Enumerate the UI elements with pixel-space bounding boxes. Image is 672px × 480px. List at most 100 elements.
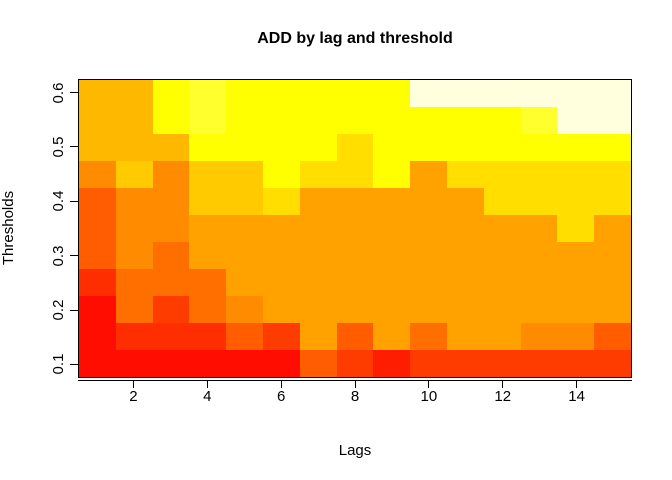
heatmap-cell [262, 242, 300, 269]
heatmap-cell [152, 107, 190, 134]
heatmap-cell [594, 242, 631, 269]
y-tick-label: 0.2 [50, 299, 67, 321]
y-tick-label: 0.6 [50, 82, 67, 104]
heatmap-cell [152, 215, 190, 242]
heatmap-cell [557, 161, 595, 188]
heatmap-cell [189, 134, 227, 161]
heatmap-cell [594, 323, 631, 350]
heatmap-cell [557, 215, 595, 242]
heatmap-cell [299, 350, 337, 377]
heatmap-cell [373, 269, 411, 296]
heatmap-cell [262, 107, 300, 134]
heatmap-cell [520, 80, 558, 107]
y-axis-title: Thresholds [0, 190, 17, 266]
heatmap-cell [152, 161, 190, 188]
heatmap-cell [262, 161, 300, 188]
heatmap-cell [79, 134, 116, 161]
heatmap-cell [410, 215, 447, 242]
heatmap-cell [336, 188, 374, 215]
heatmap-cell [520, 134, 558, 161]
heatmap-cell [226, 80, 263, 107]
heatmap-cell [483, 242, 521, 269]
heatmap-cell [79, 107, 116, 134]
heatmap-cell [373, 161, 411, 188]
heatmap-cell [189, 296, 227, 323]
heatmap-cell [410, 350, 447, 377]
heatmap-cell [152, 323, 190, 350]
heatmap-cell [446, 134, 484, 161]
heatmap-cell [299, 188, 337, 215]
heatmap-cell [299, 161, 337, 188]
heatmap-cell [446, 323, 484, 350]
plot-area [78, 79, 632, 378]
heatmap-cell [594, 107, 631, 134]
heatmap-cell [557, 296, 595, 323]
heatmap-cell [189, 161, 227, 188]
heatmap-cell [336, 215, 374, 242]
y-tick-label: 0.5 [50, 136, 67, 158]
heatmap-cell [115, 161, 153, 188]
heatmap-cell [410, 161, 447, 188]
heatmap-cell [594, 215, 631, 242]
heatmap-cell [79, 188, 116, 215]
heatmap-cell [446, 107, 484, 134]
y-tick-label: 0.1 [50, 353, 67, 375]
heatmap-cell [226, 188, 263, 215]
heatmap-cell [299, 296, 337, 323]
heatmap-cell [483, 188, 521, 215]
heatmap-cell [410, 80, 447, 107]
heatmap-cell [483, 269, 521, 296]
heatmap-cell [557, 269, 595, 296]
heatmap-cell [336, 107, 374, 134]
x-tick-mark [576, 381, 578, 388]
heatmap-cell [594, 296, 631, 323]
heatmap-cell [189, 350, 227, 377]
heatmap-cell [189, 188, 227, 215]
heatmap-cell [336, 134, 374, 161]
y-tick-mark [70, 309, 78, 311]
x-tick-label: 8 [350, 388, 360, 405]
heatmap-cell [226, 215, 263, 242]
heatmap-cell [152, 296, 190, 323]
y-tick-mark [70, 146, 78, 148]
heatmap-cell [373, 350, 411, 377]
heatmap-cell [262, 134, 300, 161]
y-tick-label: 0.3 [50, 245, 67, 267]
heatmap-cell [299, 80, 337, 107]
heatmap-cell [115, 269, 153, 296]
x-tick-mark [354, 381, 356, 388]
y-tick-mark [70, 255, 78, 257]
x-tick-mark [280, 381, 282, 388]
x-tick-label: 10 [420, 388, 438, 405]
heatmap-cell [483, 161, 521, 188]
heatmap-cell [594, 80, 631, 107]
heatmap-cell [373, 296, 411, 323]
x-tick-label: 2 [129, 388, 138, 405]
heatmap-grid [79, 80, 631, 377]
heatmap-cell [115, 323, 153, 350]
heatmap-cell [373, 242, 411, 269]
heatmap-cell [262, 80, 300, 107]
heatmap-cell [410, 296, 447, 323]
heatmap-cell [557, 350, 595, 377]
heatmap-cell [115, 296, 153, 323]
heatmap-cell [410, 134, 447, 161]
x-tick-mark [132, 381, 134, 388]
heatmap-cell [189, 80, 227, 107]
heatmap-cell [336, 80, 374, 107]
heatmap-cell [410, 269, 447, 296]
heatmap-cell [557, 242, 595, 269]
heatmap-cell [410, 323, 447, 350]
heatmap-cell [483, 296, 521, 323]
heatmap-cell [79, 323, 116, 350]
heatmap-cell [299, 269, 337, 296]
x-tick-label: 4 [203, 388, 212, 405]
heatmap-cell [446, 242, 484, 269]
heatmap-cell [520, 269, 558, 296]
heatmap-cell [299, 242, 337, 269]
x-tick-mark [502, 381, 504, 388]
heatmap-cell [115, 107, 153, 134]
heatmap-cell [79, 242, 116, 269]
heatmap-cell [483, 350, 521, 377]
